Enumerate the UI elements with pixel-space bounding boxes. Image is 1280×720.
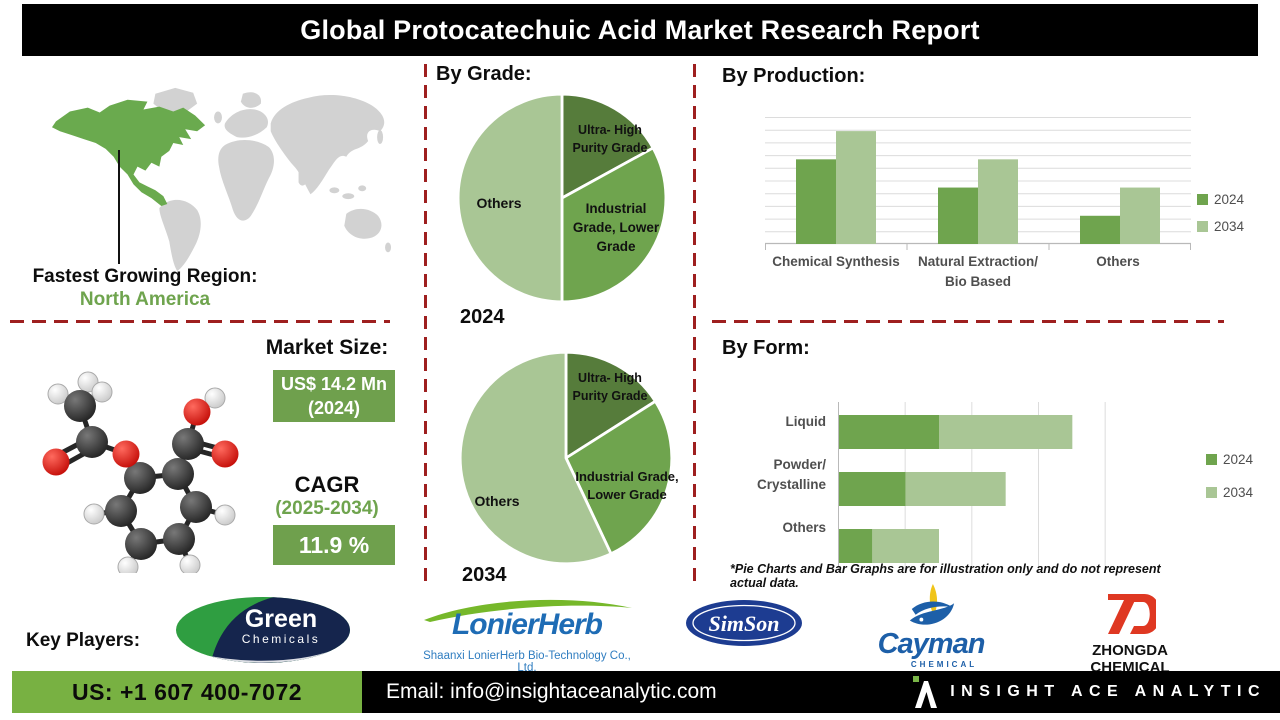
europe xyxy=(224,109,268,138)
pie-slice-label-ultra-2024: Ultra- High Purity Grade xyxy=(572,123,648,155)
world-map xyxy=(51,87,392,272)
pie-year-2034: 2034 xyxy=(462,564,507,586)
fastest-growing-region-value: North America xyxy=(79,289,211,310)
lonierherb-leaf-swoosh-icon xyxy=(424,599,632,622)
market-size-value: US$ 14.2 Mn xyxy=(280,373,388,394)
form-category-liquid: Liquid xyxy=(785,414,827,429)
pie-slice-label-others-2024: Others xyxy=(476,195,522,211)
cagr-value: 11.9 % xyxy=(298,531,370,558)
lonierherb-wordmark: LonierHerb xyxy=(451,608,603,641)
market-size-year: (2024) xyxy=(307,398,361,418)
by-production-title: By Production: xyxy=(722,65,866,87)
cagr-label: CAGR xyxy=(294,472,360,497)
brand-logo: INSIGHT ACE ANALYTIC xyxy=(912,676,1266,708)
legend-label-2034: 2034 xyxy=(1223,485,1254,500)
form-category-others: Others xyxy=(782,520,826,535)
logo-cayman: Cayman CHEMICAL xyxy=(866,584,996,669)
pie-slice-label-others-2034: Others xyxy=(474,493,520,509)
pie-year-2024: 2024 xyxy=(460,306,505,328)
logo-zhongda: ZHONGDA CHEMICAL xyxy=(1052,592,1208,676)
africa xyxy=(218,139,274,221)
form-bar-chart xyxy=(838,402,1106,572)
footer-phone-bar: US: +1 607 400-7072 xyxy=(12,671,362,713)
south-america xyxy=(159,199,201,272)
legend-label-2034: 2034 xyxy=(1214,219,1245,234)
production-category-natural-extraction: Natural Extraction/ Bio Based xyxy=(917,254,1039,289)
cayman-subtitle: CHEMICAL xyxy=(910,660,978,669)
logo-green-chemicals: Green Chemicals xyxy=(176,597,350,663)
form-legend-2024: 2024 xyxy=(1206,452,1253,467)
green-chemicals-wordmark: Green xyxy=(245,605,317,633)
australia xyxy=(344,208,382,239)
legend-swatch-2024 xyxy=(1206,454,1217,465)
greenland xyxy=(153,87,198,114)
footer-phone: US: +1 607 400-7072 xyxy=(71,678,303,705)
illustration-disclaimer: *Pie Charts and Bar Graphs are for illus… xyxy=(730,562,1161,590)
legend-label-2024: 2024 xyxy=(1214,192,1245,207)
pie-slice-label-industrial-2034: Industrial Grade, Lower Grade xyxy=(575,469,679,503)
cagr-period: (2025-2034) xyxy=(275,498,379,519)
legend-label-2024: 2024 xyxy=(1223,452,1254,467)
insight-ace-a-icon xyxy=(913,676,938,708)
production-column-chart xyxy=(765,117,1191,250)
by-form-title: By Form: xyxy=(722,337,810,359)
cayman-wordmark: Cayman xyxy=(877,628,986,660)
market-size-label: Market Size: xyxy=(265,336,389,359)
green-chemicals-subtext: Chemicals xyxy=(242,632,321,646)
logo-lonierherb: LonierHerb Shaanxi LonierHerb Bio-Techno… xyxy=(412,594,642,674)
simson-wordmark: SimSon xyxy=(709,611,780,636)
dashed-divider-vertical-right xyxy=(693,64,696,586)
asia xyxy=(270,94,385,195)
page-title: Global Protocatechuic Acid Market Resear… xyxy=(300,14,980,45)
by-grade-title: By Grade: xyxy=(436,63,532,85)
market-size-badge: US$ 14.2 Mn (2024) xyxy=(273,370,395,422)
legend-swatch-2024 xyxy=(1197,194,1208,205)
molecule-illustration xyxy=(42,371,239,573)
dashed-divider-horizontal-left xyxy=(10,320,390,323)
cagr-badge: 11.9 % xyxy=(273,525,395,565)
pie-slice-label-ultra-2034: Ultra- High Purity Grade xyxy=(572,371,648,403)
footer-contact-bar: Email: info@insightaceanalytic.com INSIG… xyxy=(362,671,1280,713)
form-category-powder-crystalline: Powder/ Crystalline xyxy=(756,457,826,492)
form-legend-2034: 2034 xyxy=(1206,485,1253,500)
production-legend-2034: 2034 xyxy=(1197,219,1244,234)
zhongda-zd-monogram-icon xyxy=(1108,594,1156,634)
logo-simson: SimSon xyxy=(686,600,802,646)
dashed-divider-horizontal-right xyxy=(712,320,1224,323)
legend-swatch-2034 xyxy=(1206,487,1217,498)
pie-chart-2024 xyxy=(456,92,668,304)
legend-swatch-2034 xyxy=(1197,221,1208,232)
dashed-divider-vertical-left xyxy=(424,64,427,586)
footer-email: Email: info@insightaceanalytic.com xyxy=(386,680,717,703)
pie-chart-2034 xyxy=(458,350,674,566)
cayman-flame-fish-icon xyxy=(909,584,955,625)
region-pointer-line xyxy=(118,150,120,264)
fastest-growing-region-label: Fastest Growing Region: xyxy=(32,266,258,287)
production-category-chemical-synthesis: Chemical Synthesis xyxy=(772,254,900,269)
pie-slice-label-industrial-2024: Industrial Grade, Lower Grade xyxy=(572,201,660,254)
production-legend-2024: 2024 xyxy=(1197,192,1244,207)
north-america-highlight xyxy=(51,99,206,207)
production-category-others: Others xyxy=(1096,254,1140,269)
key-players-label: Key Players: xyxy=(26,630,141,651)
report-title-banner: Global Protocatechuic Acid Market Resear… xyxy=(22,4,1258,56)
brand-name: INSIGHT ACE ANALYTIC xyxy=(950,683,1266,700)
